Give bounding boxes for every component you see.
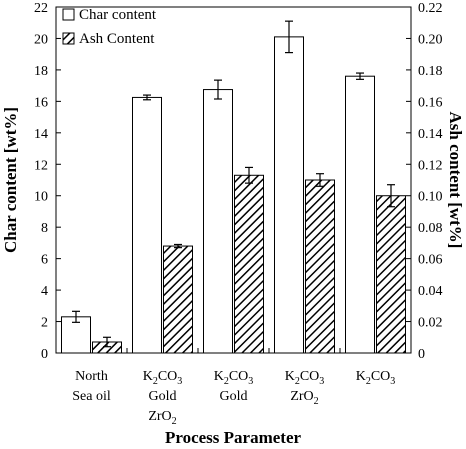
plot-area — [55, 6, 412, 354]
right-tick-label: 0.06 — [418, 253, 443, 268]
left-tick-label: 18 — [34, 64, 48, 79]
category-label: K2CO3 — [143, 369, 183, 387]
left-tick-label: 4 — [41, 284, 48, 299]
right-tick-label: 0.14 — [418, 127, 443, 142]
category-label: K2CO3 — [285, 369, 325, 387]
right-tick-label: 0.10 — [418, 190, 443, 205]
left-tick-label: 16 — [34, 95, 48, 110]
right-tick-label: 0.04 — [418, 284, 443, 299]
right-tick-label: 0.22 — [418, 1, 443, 16]
legend-label-char: Char content — [79, 7, 157, 23]
legend-label-ash: Ash Content — [79, 31, 155, 47]
right-tick-label: 0.12 — [418, 158, 443, 173]
category-label: K2CO3 — [214, 369, 254, 387]
category-label: ZrO2 — [290, 389, 318, 407]
ash-content-bar — [305, 179, 335, 354]
x-axis-title: Process Parameter — [165, 428, 302, 447]
left-tick-label: 12 — [34, 158, 48, 173]
category-label: ZrO2 — [148, 409, 176, 427]
char-content-bar — [274, 36, 304, 354]
right-tick-label: 0.16 — [418, 95, 443, 110]
right-tick-label: 0.20 — [418, 32, 443, 47]
legend-swatch-char — [62, 8, 75, 21]
left-tick-label: 6 — [41, 253, 48, 268]
right-tick-label: 0.02 — [418, 316, 443, 331]
left-tick-label: 0 — [41, 347, 48, 362]
char-content-bar — [345, 75, 375, 354]
right-tick-label: 0.08 — [418, 221, 443, 236]
legend: Char content Ash Content — [62, 7, 157, 47]
right-tick-label: 0 — [418, 347, 425, 362]
char-content-bar — [203, 89, 233, 354]
category-label: K2CO3 — [356, 369, 396, 387]
left-tick-label: 10 — [34, 190, 48, 205]
ash-content-bar — [376, 195, 406, 354]
legend-swatch-ash — [62, 32, 75, 45]
y-axis-title: Char content [wt%] — [1, 107, 20, 253]
right-tick-label: 0.18 — [418, 64, 443, 79]
category-label: Sea oil — [72, 389, 111, 404]
right-axis-ticks: 0 0.02 0.04 0.06 0.08 0.10 0.12 0.14 0.16 0.18 0.2… — [406, 1, 443, 362]
char-content-bar — [132, 96, 162, 354]
category-label: North — [75, 369, 108, 384]
ash-content-bar — [163, 245, 193, 354]
left-axis-ticks: 0 2 4 6 8 10 12 14 16 18 20 22 — [34, 1, 61, 362]
left-tick-label: 22 — [34, 1, 48, 16]
bars — [61, 20, 406, 354]
y2-axis-title: Ash content [wt%] — [446, 112, 465, 249]
left-tick-label: 8 — [41, 221, 48, 236]
category-label: Gold — [220, 389, 248, 404]
left-tick-label: 14 — [34, 127, 48, 142]
left-tick-label: 20 — [34, 32, 48, 47]
ash-content-bar — [234, 174, 264, 354]
category-label: Gold — [149, 389, 177, 404]
plot-frame — [55, 6, 412, 354]
left-tick-label: 2 — [41, 316, 48, 331]
category-labels: North Sea oil K2CO3 Gold ZrO2 K2CO3 Gold K2CO3 Z… — [72, 369, 395, 427]
